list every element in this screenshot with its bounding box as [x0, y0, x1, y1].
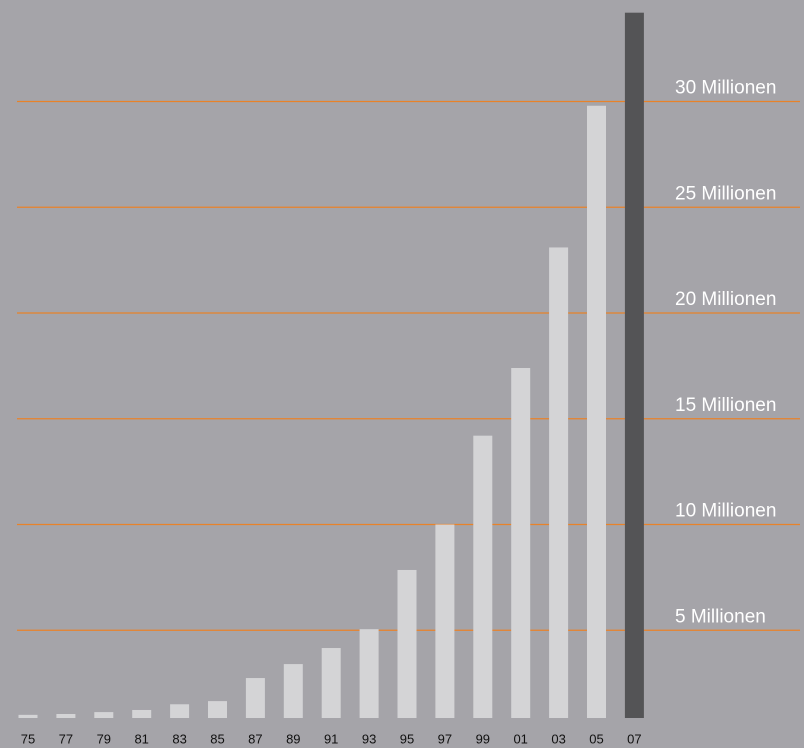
y-tick-label: 25 Millionen	[675, 183, 776, 204]
bar	[56, 714, 76, 718]
x-tick-label: 89	[286, 731, 300, 746]
x-tick-label: 93	[362, 731, 376, 746]
bar	[587, 105, 606, 718]
x-tick-label: 81	[134, 731, 148, 746]
bar	[397, 569, 417, 718]
bar	[170, 704, 190, 718]
y-tick-label: 30 Millionen	[675, 78, 776, 99]
bar	[511, 368, 531, 718]
bar	[283, 664, 303, 718]
bar	[321, 648, 341, 718]
x-tick-label: 75	[21, 731, 35, 746]
y-tick-label: 5 Millionen	[675, 606, 766, 627]
bar	[359, 629, 379, 718]
x-tick-label: 99	[476, 731, 490, 746]
bar	[18, 714, 38, 718]
y-tick-label: 10 Millionen	[675, 501, 776, 522]
bar	[245, 678, 265, 718]
x-tick-label: 95	[400, 731, 414, 746]
bar	[624, 12, 644, 719]
bar	[208, 701, 227, 718]
y-tick-label: 15 Millionen	[675, 395, 776, 416]
y-tick-label: 20 Millionen	[675, 289, 776, 310]
bar	[549, 247, 569, 718]
x-tick-label: 01	[513, 731, 527, 746]
x-tick-label: 97	[438, 731, 452, 746]
x-tick-label: 91	[324, 731, 338, 746]
x-tick-label: 79	[97, 731, 111, 746]
bar	[132, 709, 152, 718]
x-tick-label: 05	[589, 731, 603, 746]
bar	[435, 524, 455, 718]
x-tick-label: 07	[627, 731, 641, 746]
x-tick-label: 87	[248, 731, 262, 746]
x-tick-label: 03	[551, 731, 565, 746]
x-tick-label: 83	[172, 731, 186, 746]
x-tick-label: 85	[210, 731, 224, 746]
bar	[94, 712, 114, 718]
bar	[473, 435, 493, 718]
x-tick-label: 77	[59, 731, 73, 746]
